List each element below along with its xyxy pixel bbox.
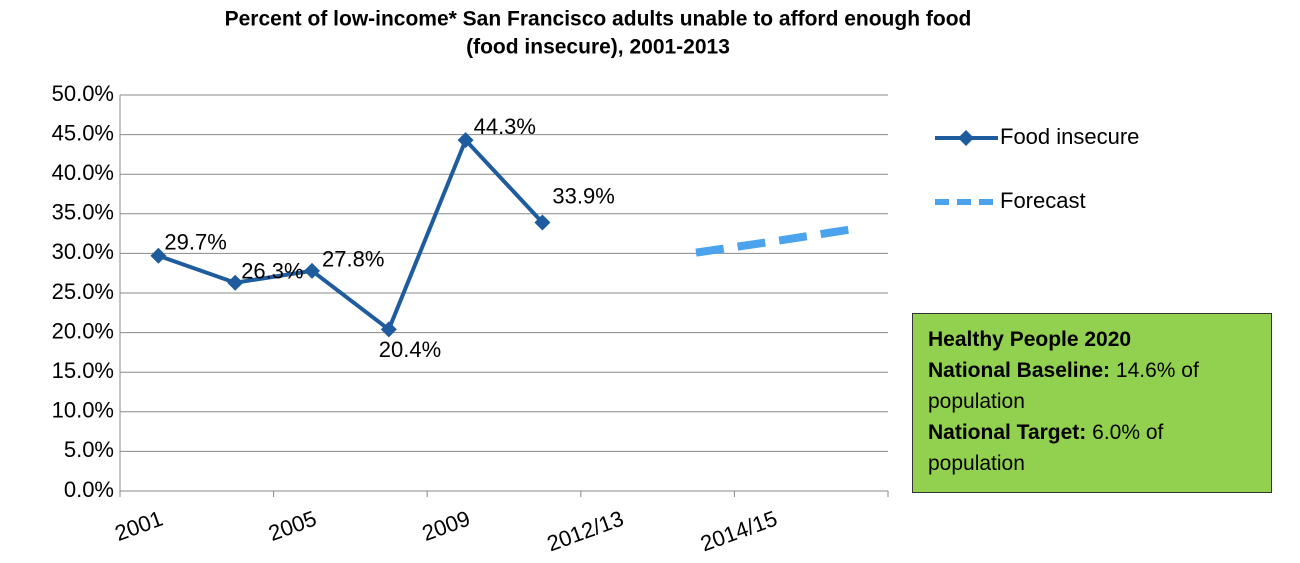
data-label: 26.3% — [241, 259, 303, 284]
data-label: 29.7% — [164, 230, 226, 255]
x-tick-label: 2001 — [112, 506, 167, 546]
y-tick-label: 25.0% — [52, 279, 114, 304]
y-tick-label: 50.0% — [52, 81, 114, 106]
series-line — [695, 225, 851, 257]
annotation-text: 6.0% of population — [928, 421, 1164, 475]
chart-title: (food insecure), 2001-2013 — [466, 36, 730, 59]
annotation-label: National Target: — [928, 421, 1087, 444]
legend-label: Forecast — [1000, 188, 1086, 213]
annotation-text: 14.6% of population — [928, 359, 1199, 413]
y-tick-label: 40.0% — [52, 160, 114, 185]
marker — [380, 321, 397, 338]
x-tick-label: 2005 — [265, 506, 320, 546]
marker — [304, 262, 320, 279]
x-tick-label: 2012/13 — [544, 506, 627, 557]
data-label: 20.4% — [379, 337, 441, 362]
x-tick-label: 2009 — [419, 506, 474, 546]
y-tick-label: 20.0% — [52, 318, 114, 343]
data-label: 33.9% — [552, 183, 614, 208]
y-tick-label: 5.0% — [64, 437, 114, 462]
series-line — [157, 136, 544, 333]
chart-title: Percent of low-income* San Francisco adu… — [225, 8, 972, 31]
y-tick-label: 45.0% — [52, 120, 114, 145]
y-tick-label: 15.0% — [52, 358, 114, 383]
y-tick-label: 10.0% — [52, 398, 114, 423]
data-label: 27.8% — [322, 247, 384, 272]
annotation-heading: Healthy People 2020 — [928, 328, 1132, 351]
annotation-box: Healthy People 2020 National Baseline: 1… — [912, 313, 1272, 493]
y-tick-label: 35.0% — [52, 200, 114, 225]
marker — [227, 274, 244, 291]
annotation-label: National Baseline: — [928, 359, 1111, 382]
marker — [534, 214, 551, 231]
y-tick-label: 0.0% — [64, 477, 114, 502]
y-tick-label: 30.0% — [52, 239, 114, 264]
x-tick-label: 2014/15 — [697, 506, 780, 557]
legend-label: Food insecure — [1000, 124, 1139, 149]
data-label: 44.3% — [474, 114, 536, 139]
legend-marker — [958, 130, 974, 146]
marker — [150, 247, 167, 264]
marker — [457, 132, 474, 149]
